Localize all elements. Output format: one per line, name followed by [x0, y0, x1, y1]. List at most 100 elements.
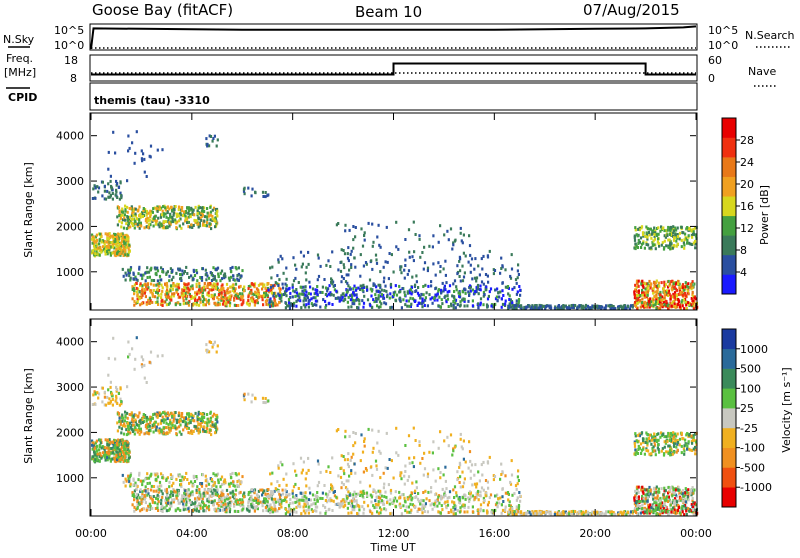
velocity-cell [308, 506, 310, 509]
power-cell [106, 241, 108, 244]
power-cell [470, 271, 472, 274]
power-cell [186, 283, 188, 286]
power-cell [463, 234, 465, 237]
velocity-cell [104, 391, 106, 394]
velocity-cell [192, 502, 194, 505]
velocity-cell [145, 425, 147, 428]
power-cell [462, 279, 464, 282]
velocity-cell [209, 412, 211, 415]
power-cell [480, 297, 482, 300]
power-cell [454, 302, 456, 305]
velocity-cell [345, 500, 347, 503]
velocity-cell [294, 501, 296, 504]
velocity-cell [519, 495, 521, 498]
velocity-cell [502, 500, 504, 503]
power-cell [360, 285, 362, 288]
power-cell [634, 236, 636, 239]
velocity-cell [466, 510, 468, 513]
power-cell [679, 232, 681, 235]
velocity-cell [415, 495, 417, 498]
velocity-cell [181, 498, 183, 501]
power-cell [165, 216, 167, 219]
power-cell [165, 220, 167, 223]
velocity-cell [191, 490, 193, 493]
power-cell [511, 288, 513, 291]
power-cell [344, 224, 346, 227]
velocity-cell [261, 489, 263, 492]
power-cell [683, 238, 685, 241]
power-cell [376, 262, 378, 265]
velocity-cell [421, 511, 423, 514]
power-cell [408, 228, 410, 231]
power-cell [686, 242, 688, 245]
velocity-cell [331, 509, 333, 512]
power-cell [423, 293, 425, 296]
velocity-cell [162, 510, 164, 513]
power-cell [354, 235, 356, 238]
velocity-cell [173, 414, 175, 417]
velocity-cell [138, 424, 140, 427]
power-cell [146, 303, 148, 306]
velocity-cell [424, 510, 426, 513]
power-cell [151, 301, 153, 304]
power-cell [230, 286, 232, 289]
velocity-cell [125, 485, 127, 488]
velocity-cell [105, 404, 107, 407]
power-cell [254, 191, 256, 194]
power-cell [172, 276, 174, 279]
power-cell [685, 281, 687, 284]
velocity-cell [183, 499, 185, 502]
power-cell [472, 289, 474, 292]
power-cell [133, 287, 135, 290]
velocity-cell [196, 489, 198, 492]
power-cell [468, 294, 470, 297]
velocity-cell [322, 504, 324, 507]
power-cell [201, 210, 203, 213]
power-cell [212, 294, 214, 297]
velocity-cell [180, 479, 182, 482]
power-cell [667, 304, 669, 307]
velocity-cell [511, 474, 513, 477]
power-cell [138, 290, 140, 293]
power-cell [184, 214, 186, 217]
power-cell [459, 305, 461, 308]
power-cell [415, 233, 417, 236]
power-cell [426, 291, 428, 294]
velocity-cell [176, 497, 178, 500]
velocity-cell [198, 488, 200, 491]
power-cell [347, 301, 349, 304]
velocity-cell [434, 493, 436, 496]
power-cell [347, 306, 349, 309]
power-cell [164, 206, 166, 209]
power-cell [193, 219, 195, 222]
velocity-cell [383, 495, 385, 498]
power-cell [641, 280, 643, 283]
velocity-cell [327, 493, 329, 496]
power-cell [112, 131, 114, 134]
power-cell [372, 298, 374, 301]
power-cell [452, 282, 454, 285]
power-cell [403, 269, 405, 272]
power-cell [155, 284, 157, 287]
velocity-cell [123, 433, 125, 436]
velocity-cell [329, 490, 331, 493]
power-cell [239, 292, 241, 295]
velocity-cell [403, 497, 405, 500]
velocity-cell [104, 456, 106, 459]
power-cell [142, 152, 144, 155]
velocity-cell [325, 499, 327, 502]
power-cell [108, 151, 110, 154]
velocity-cell [128, 450, 130, 453]
power-cell [161, 224, 163, 227]
power-cell [129, 216, 131, 219]
power-cell [399, 268, 401, 271]
power-cell [679, 291, 681, 294]
velocity-cell [135, 414, 137, 417]
power-cell [124, 219, 126, 222]
velocity-cell [143, 413, 145, 416]
velocity-cell [497, 505, 499, 508]
power-cell [508, 305, 510, 308]
power-cell [183, 293, 185, 296]
velocity-cell [356, 512, 358, 515]
power-cell [101, 241, 103, 244]
